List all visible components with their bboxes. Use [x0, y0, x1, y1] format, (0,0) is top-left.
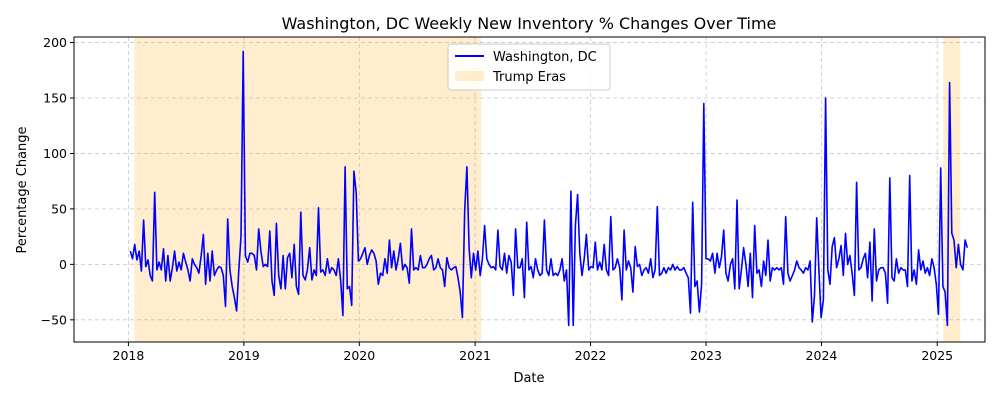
x-tick-label-2018: 2018: [113, 348, 145, 363]
x-tick-label-2019: 2019: [228, 348, 260, 363]
shaded-region-0: [134, 37, 482, 342]
legend-series-label: Washington, DC: [493, 50, 597, 65]
y-tick-label-100: 100: [43, 146, 67, 161]
y-axis-ticks: −50 0 50 100 150 200: [41, 35, 74, 327]
y-tick-label-200: 200: [43, 35, 67, 50]
x-tick-label-2021: 2021: [459, 348, 491, 363]
y-tick-label--50: −50: [41, 312, 67, 327]
x-tick-label-2024: 2024: [806, 348, 838, 363]
x-axis-ticks: 2018 2019 2020 2021 2022 2023 2024 2025: [113, 342, 953, 363]
plot-frame: [73, 36, 986, 343]
y-tick-label-150: 150: [43, 91, 67, 106]
x-tick-label-2023: 2023: [690, 348, 722, 363]
shaded-regions: [134, 37, 961, 342]
series-line-0: [129, 50, 969, 327]
legend-box: [447, 43, 611, 91]
y-tick-label-50: 50: [51, 201, 67, 216]
chart-title: Washington, DC Weekly New Inventory % Ch…: [282, 14, 777, 33]
x-axis-label: Date: [513, 371, 544, 386]
x-tick-label-2025: 2025: [921, 348, 953, 363]
legend-shade-label: Trump Eras: [492, 70, 566, 85]
series-layer: [129, 50, 969, 327]
legend: Washington, DC Trump Eras: [447, 43, 611, 91]
y-axis-label: Percentage Change: [15, 126, 30, 253]
x-tick-label-2022: 2022: [575, 348, 607, 363]
legend-shade-swatch: [455, 71, 484, 81]
x-tick-label-2020: 2020: [343, 348, 375, 363]
y-tick-label-0: 0: [59, 257, 67, 272]
